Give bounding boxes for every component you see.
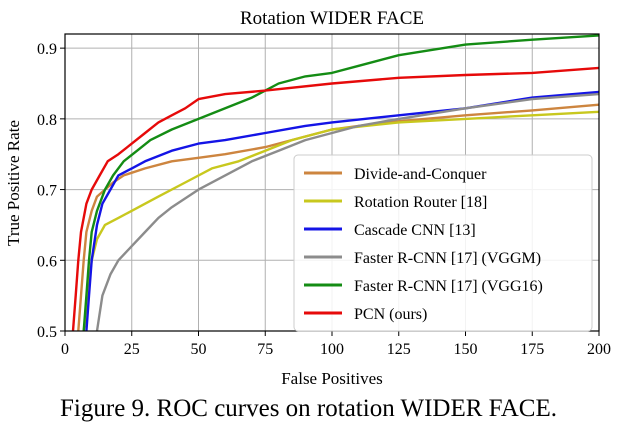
legend-label: Faster R-CNN [17] (VGG16) [354, 278, 543, 295]
y-tick-label: 0.7 [37, 183, 57, 200]
series-line-2 [85, 90, 600, 332]
chart-title: Rotation WIDER FACE [240, 8, 424, 29]
x-tick-label: 50 [191, 341, 207, 358]
y-tick-label: 0.6 [37, 253, 57, 270]
y-tick-label: 0.5 [37, 324, 57, 341]
x-axis-label: False Positives [281, 369, 383, 388]
series-line-3 [95, 92, 600, 332]
legend-label: Faster R-CNN [17] (VGGM) [354, 250, 541, 267]
x-tick-label: 125 [387, 341, 411, 358]
series-line-4 [82, 34, 600, 332]
x-tick-label: 150 [454, 341, 478, 358]
x-tick-label: 200 [587, 341, 611, 358]
legend-label: Cascade CNN [13] [354, 222, 476, 239]
legend-label: PCN (ours) [354, 306, 427, 323]
y-tick-label: 0.9 [37, 41, 57, 58]
curves [71, 34, 600, 332]
x-tick-label: 175 [520, 341, 544, 358]
legend-box [293, 154, 593, 332]
x-tick-label: 0 [61, 341, 69, 358]
y-axis-label: True Positive Rate [4, 120, 23, 246]
figure-caption: Figure 9. ROC curves on rotation WIDER F… [60, 395, 557, 422]
x-tick-label: 25 [124, 341, 140, 358]
x-axis-ticks: 0 25 50 75 100 125 150 175 200 [61, 331, 611, 358]
x-tick-label: 75 [257, 341, 273, 358]
series-line-5 [71, 66, 600, 332]
x-tick-label: 100 [320, 341, 344, 358]
y-axis-ticks: 0.5 0.6 0.7 0.8 0.9 [37, 41, 65, 341]
legend-label: Rotation Router [18] [354, 194, 487, 211]
y-tick-label: 0.8 [37, 112, 57, 129]
legend-label: Divide-and-Conquer [354, 166, 487, 183]
legend: Divide-and-Conquer Rotation Router [18] Ca… [293, 154, 593, 332]
